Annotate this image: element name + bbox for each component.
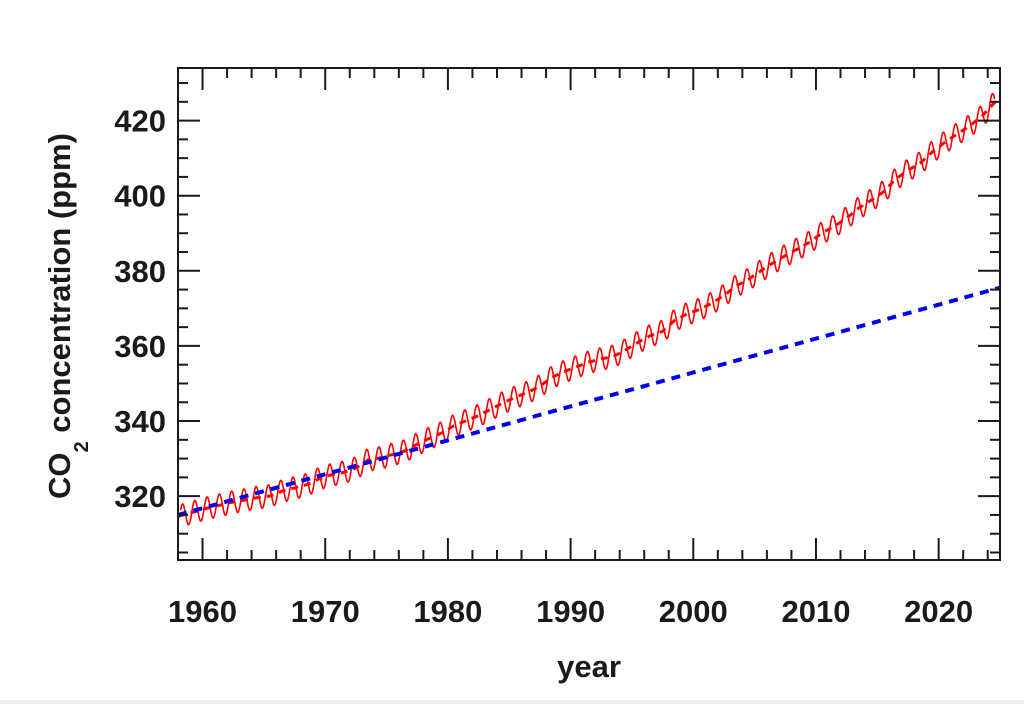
y-label-rest: concentration (ppm) — [42, 133, 77, 441]
x-tick-label: 1960 — [168, 594, 237, 629]
x-tick-label: 2010 — [781, 594, 850, 629]
y-tick-label: 360 — [114, 329, 166, 364]
y-label-co: CO — [42, 452, 77, 499]
linear-extrapolation-line — [178, 285, 1000, 517]
bottom-strip — [0, 700, 1024, 704]
y-tick-labels: 320 340 360 380 400 420 — [114, 104, 166, 515]
axis-ticks — [177, 68, 1000, 560]
x-tick-label: 1990 — [536, 594, 605, 629]
x-axis-label: year — [557, 649, 621, 684]
y-tick-label: 380 — [114, 254, 166, 289]
x-tick-labels: 1960 1970 1980 1990 2000 2010 2020 — [168, 594, 973, 629]
co2-trend-dashed-line — [178, 95, 1000, 518]
x-tick-label: 1980 — [413, 594, 482, 629]
x-tick-label: 1970 — [291, 594, 360, 629]
y-tick-label: 320 — [114, 479, 166, 514]
y-tick-label: 400 — [114, 179, 166, 214]
plot-marks — [178, 92, 1000, 526]
x-tick-label: 2020 — [904, 594, 973, 629]
y-tick-label: 420 — [114, 104, 166, 139]
x-tick-label: 2000 — [659, 594, 728, 629]
y-tick-label: 340 — [114, 404, 166, 439]
co2-monthly-line — [179, 92, 996, 526]
plot-frame — [177, 67, 1001, 561]
y-label-subscript: 2 — [71, 441, 93, 452]
y-axis-label: CO2 concentration (ppm) — [42, 133, 93, 499]
